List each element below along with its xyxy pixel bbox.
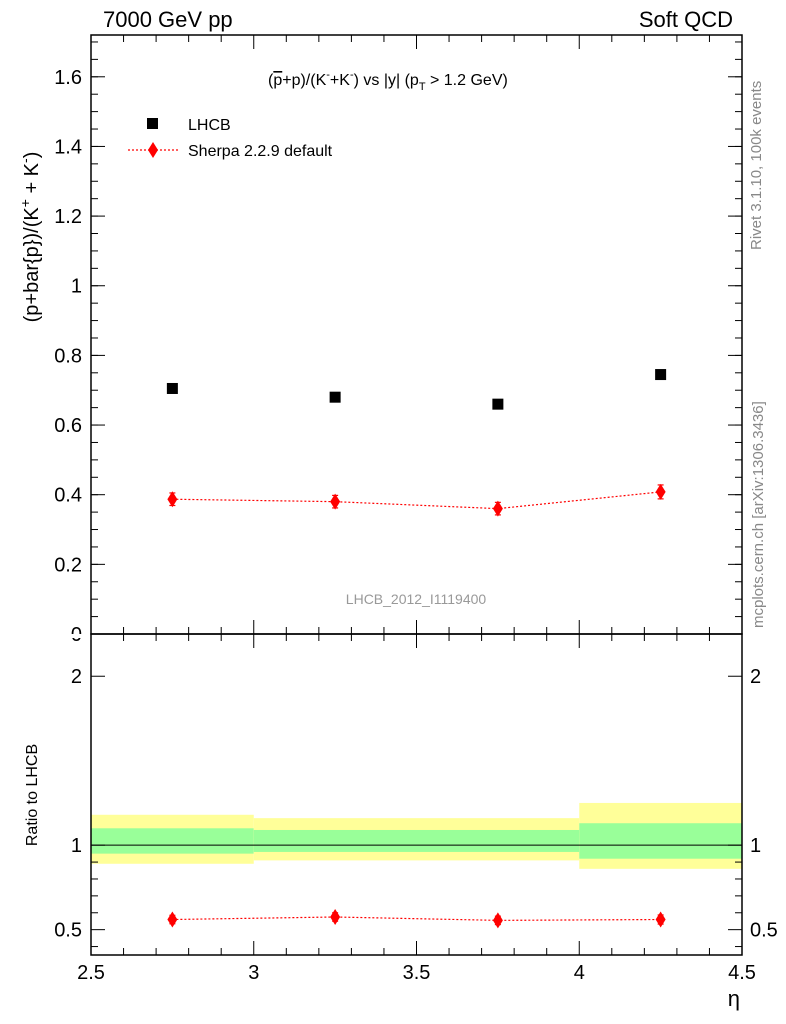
x-axis-label: η bbox=[728, 986, 740, 1011]
ratio-ytick-label-right-2: 2 bbox=[750, 666, 761, 688]
ratio-xtick-label-4: 4.5 bbox=[728, 962, 756, 984]
top-ytick-label-8: 1.6 bbox=[54, 67, 82, 89]
plot-title: (p+p)/(K-+K-) vs |y| (pT > 1.2 GeV) bbox=[268, 69, 508, 93]
sherpa-ratio-point-3 bbox=[655, 911, 666, 928]
ratio-xtick-label-0: 2.5 bbox=[77, 962, 105, 984]
rivet-label: Rivet 3.1.10, 100k events bbox=[748, 81, 765, 250]
ratio-xtick-label-1: 3 bbox=[248, 962, 259, 984]
mcplots-label: mcplots.cern.ch [arXiv:1306.3436] bbox=[750, 401, 767, 628]
ratio-y-axis-label: Ratio to LHCB bbox=[24, 744, 41, 846]
sherpa-ratio-point-1 bbox=[330, 908, 341, 925]
label-clip-mask bbox=[60, 634, 90, 638]
top-ytick-label-7: 1.4 bbox=[54, 136, 82, 158]
sherpa-top-point-1 bbox=[330, 493, 341, 510]
ratio-band-inner-2 bbox=[416, 829, 580, 852]
top-y-axis-label: (p+bar{p})/(K+ + K-) bbox=[17, 152, 43, 323]
legend-marker-lhcb bbox=[147, 118, 158, 129]
top-ytick-label-1: 0.2 bbox=[54, 554, 82, 576]
legend-marker-sherpa bbox=[148, 142, 158, 158]
ratio-xtick-label-3: 4 bbox=[574, 962, 585, 984]
ratio-ytick-label-left-1: 1 bbox=[71, 835, 82, 857]
sherpa-ratio-line bbox=[172, 916, 661, 921]
top-ytick-label-4: 0.8 bbox=[54, 345, 82, 367]
sherpa-top-point-0 bbox=[167, 491, 178, 508]
top-ytick-label-3: 0.6 bbox=[54, 415, 82, 437]
top-ytick-label-5: 1 bbox=[71, 276, 82, 298]
ratio-band-inner-3 bbox=[579, 823, 742, 859]
lhcb-point-1 bbox=[329, 391, 341, 403]
ratio-ytick-label-left-2: 2 bbox=[71, 666, 82, 688]
ratio-band-inner-1 bbox=[253, 829, 417, 852]
top-ytick-label-6: 1.2 bbox=[54, 206, 82, 228]
sherpa-ratio-point-0 bbox=[167, 911, 178, 928]
top-ytick-label-2: 0.4 bbox=[54, 485, 82, 507]
lhcb-point-0 bbox=[166, 382, 178, 394]
sherpa-top-line bbox=[172, 491, 661, 510]
sherpa-top-point-3 bbox=[655, 483, 666, 500]
ratio-band-inner-0 bbox=[91, 828, 254, 854]
lhcb-point-2 bbox=[492, 398, 504, 410]
header-right: Soft QCD bbox=[638, 7, 733, 32]
sherpa-top-point-2 bbox=[492, 500, 503, 517]
ratio-ytick-label-right-0: 0.5 bbox=[750, 920, 778, 942]
header-left: 7000 GeV pp bbox=[103, 7, 233, 32]
analysis-watermark: LHCB_2012_I1119400 bbox=[346, 591, 487, 607]
ratio-ytick-label-right-1: 1 bbox=[750, 835, 761, 857]
lhcb-point-3 bbox=[655, 369, 667, 381]
legend-label-lhcb: LHCB bbox=[188, 117, 231, 134]
ratio-xtick-label-2: 3.5 bbox=[403, 962, 431, 984]
sherpa-ratio-point-2 bbox=[492, 912, 503, 929]
ratio-panel-frame bbox=[90, 633, 743, 956]
ratio-ytick-label-left-0: 0.5 bbox=[54, 920, 82, 942]
legend-label-sherpa: Sherpa 2.2.9 default bbox=[188, 143, 333, 160]
